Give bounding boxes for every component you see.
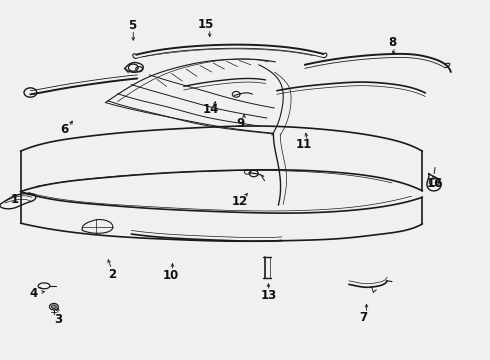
Text: 6: 6 [61,123,69,136]
Text: 5: 5 [128,19,136,32]
Text: 4: 4 [29,287,37,300]
Text: 11: 11 [295,138,312,150]
Text: 12: 12 [232,195,248,208]
Text: 16: 16 [427,177,443,190]
Text: 2: 2 [108,268,116,281]
Text: 10: 10 [162,269,179,282]
Text: 8: 8 [388,36,396,49]
Text: 7: 7 [360,311,368,324]
Text: 3: 3 [54,313,62,326]
Text: 13: 13 [260,289,277,302]
Circle shape [51,305,56,309]
Text: 14: 14 [202,103,219,116]
Text: 1: 1 [11,193,19,206]
Circle shape [429,179,439,186]
Text: 9: 9 [236,117,244,130]
Text: 15: 15 [197,18,214,31]
